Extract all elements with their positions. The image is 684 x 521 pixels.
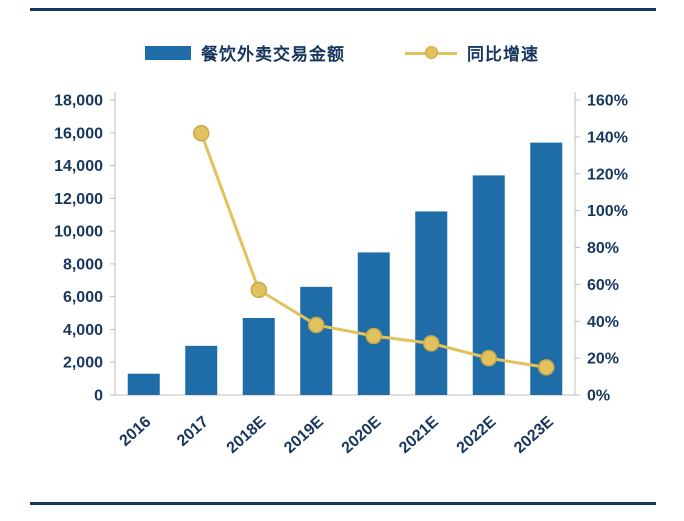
top-rule [30,8,656,11]
bar-2020E [357,252,390,395]
line-series-swatch [405,46,457,60]
bar-2023E [530,142,563,395]
x-axis-label-2019E: 2019E [281,413,327,457]
right-axis-label: 120% [587,166,628,183]
bar-2018E [242,317,275,395]
growth-marker-2023E [538,359,555,376]
bar-2016 [127,373,160,395]
x-axis-label-2017: 2017 [174,413,212,450]
x-axis-label-2018E: 2018E [224,413,270,457]
right-axis-label: 0% [587,388,610,405]
left-axis-label: 8,000 [63,256,103,273]
left-axis-label: 0 [94,388,103,405]
growth-marker-2021E [423,335,440,352]
bar-2021E [415,211,448,395]
bar-series-swatch [145,45,191,60]
left-axis-label: 16,000 [54,125,103,142]
right-axis-label: 140% [587,129,628,146]
legend-item-line: 同比增速 [405,40,539,65]
growth-marker-2019E [308,316,325,334]
left-axis-label: 12,000 [54,191,103,208]
left-axis-label: 6,000 [63,289,103,306]
x-axis-label-2020E: 2020E [339,413,385,457]
growth-marker-2020E [365,327,382,345]
x-axis-label-2023E: 2023E [511,413,557,457]
right-axis-label: 80% [587,240,619,257]
bar-2019E [300,286,333,395]
bottom-rule [30,502,656,505]
line-series-label: 同比增速 [467,45,539,64]
right-axis-label: 160% [587,93,628,110]
chart-legend: 餐饮外卖交易金额 同比增速 [0,40,684,65]
left-axis-label: 2,000 [63,355,103,372]
combo-chart: 0 2,000 4,000 6,000 8,000 10,000 12,000 14,000 1… [54,92,628,457]
bar-series-label: 餐饮外卖交易金额 [201,45,345,64]
legend-item-bar: 餐饮外卖交易金额 [145,40,345,65]
x-axis-label-2016: 2016 [117,413,155,450]
x-axis-label-2022E: 2022E [454,413,500,457]
growth-marker-2022E [480,349,497,367]
line-swatch-marker [424,46,438,59]
x-axis-label-2021E: 2021E [396,413,442,457]
right-axis-label: 100% [587,203,628,220]
bar-2017 [185,345,218,395]
growth-marker-2018E [250,281,267,299]
growth-marker-2017 [193,124,210,142]
right-axis-label: 40% [587,314,619,331]
left-axis-label: 14,000 [54,158,103,175]
right-axis-label: 60% [587,277,619,294]
right-axis-label: 20% [587,351,619,368]
left-axis-label: 10,000 [54,224,103,241]
left-axis-label: 18,000 [54,93,103,110]
left-axis-label: 4,000 [63,322,103,339]
